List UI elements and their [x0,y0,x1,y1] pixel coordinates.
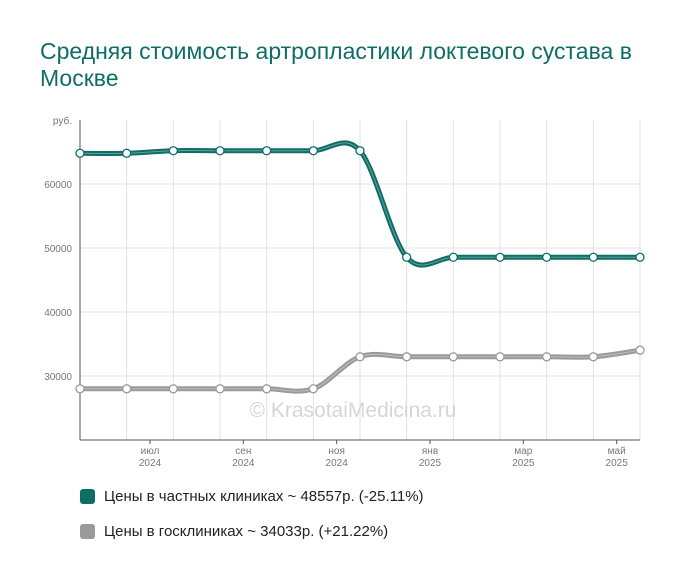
legend: Цены в частных клиниках ~ 48557р. (-25.1… [80,486,424,556]
legend-item-private[interactable]: Цены в частных клиниках ~ 48557р. (-25.1… [80,486,424,506]
data-point[interactable] [75,148,85,158]
x-tick-month: май [608,446,626,457]
series-group [75,140,645,394]
x-tick-year: 2025 [606,458,629,469]
data-point[interactable] [168,146,178,156]
x-tick-month: июл [141,446,160,457]
legend-label-public: Цены в госклиниках ~ 34033р. (+21.22%) [104,522,389,540]
legend-swatch-public [80,523,95,539]
data-point[interactable] [355,146,365,156]
x-tick-year: 2025 [419,458,442,469]
data-point[interactable] [122,148,132,158]
y-axis-label: руб. [53,115,72,127]
data-point[interactable] [75,384,85,394]
grid [79,120,641,440]
y-tick-label: 30000 [44,372,72,383]
data-point[interactable] [448,352,458,362]
x-tick-month: мар [514,446,532,457]
x-tick-month: ноя [328,446,345,457]
y-tick-label: 40000 [44,308,72,319]
data-point[interactable] [262,384,272,394]
data-point[interactable] [402,252,412,262]
data-point[interactable] [542,252,552,262]
data-point[interactable] [215,384,225,394]
x-tick-month: сен [235,446,251,457]
y-tick-label: 60000 [44,180,72,191]
data-point[interactable] [402,352,412,362]
data-point[interactable] [308,146,318,156]
y-tick-label: 50000 [44,244,72,255]
data-point[interactable] [635,345,645,355]
x-tick-year: 2024 [326,458,349,469]
data-point[interactable] [355,352,365,362]
x-tick-year: 2024 [232,458,255,469]
data-point[interactable] [495,352,505,362]
data-point[interactable] [542,352,552,362]
data-point[interactable] [448,252,458,262]
axes: 30000400005000060000руб.июл2024сен2024но… [44,115,640,469]
data-point[interactable] [215,146,225,156]
data-point[interactable] [495,252,505,262]
data-point[interactable] [168,384,178,394]
data-point[interactable] [308,384,318,394]
data-point[interactable] [588,252,598,262]
legend-item-public[interactable]: Цены в госклиниках ~ 34033р. (+21.22%) [80,521,424,541]
x-tick-year: 2024 [139,458,162,469]
watermark: © KrasotaiMedicina.ru [250,399,457,422]
chart-title: Средняя стоимость артропластики локтевог… [40,38,632,91]
legend-swatch-private [80,488,95,504]
x-tick-month: янв [422,446,438,457]
x-tick-year: 2025 [512,458,535,469]
data-point[interactable] [635,252,645,262]
legend-label-private: Цены в частных клиниках ~ 48557р. (-25.1… [104,487,424,505]
data-point[interactable] [122,384,132,394]
data-point[interactable] [588,352,598,362]
data-point[interactable] [262,146,272,156]
